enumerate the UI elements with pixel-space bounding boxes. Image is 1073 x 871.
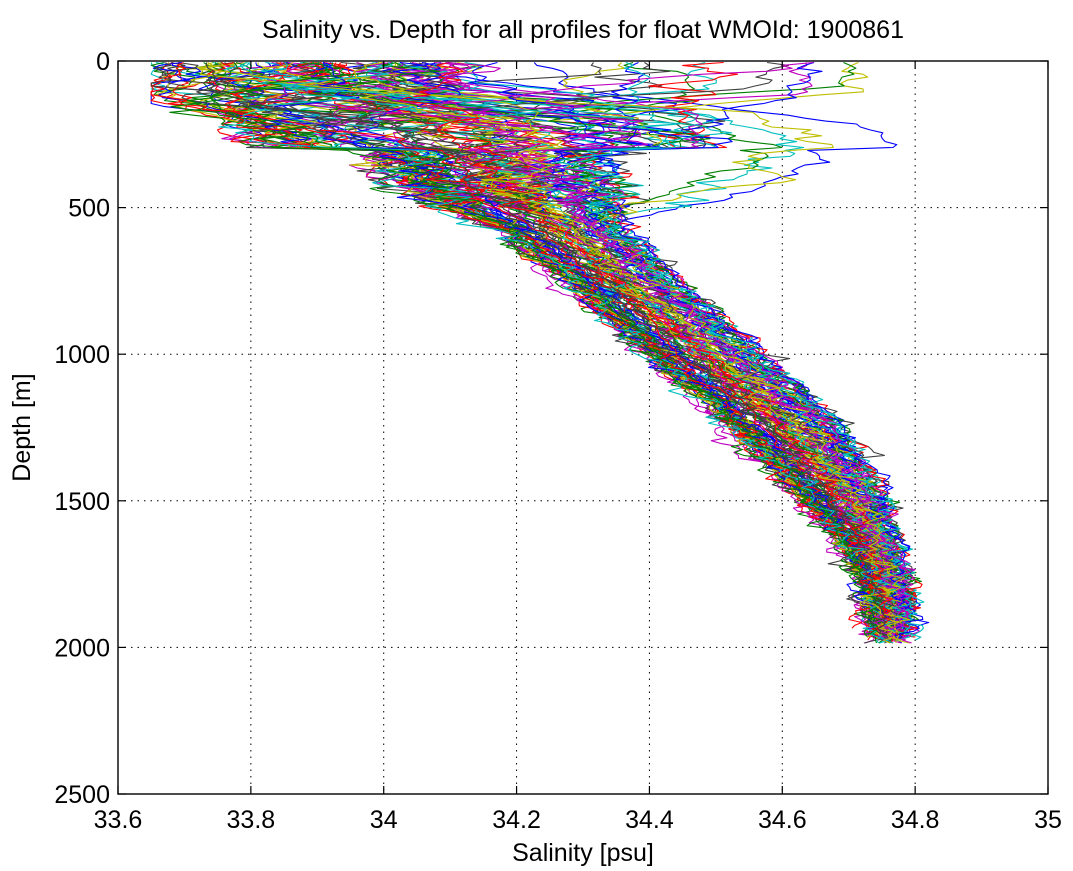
y-tick-label: 500: [68, 195, 110, 223]
profile-line: [205, 62, 887, 635]
x-tick-label: 33.8: [227, 806, 276, 834]
profile-lines: [150, 61, 930, 644]
x-tick-label: 33.6: [94, 806, 143, 834]
profile-line: [353, 61, 911, 641]
x-tick-label: 34.8: [891, 806, 940, 834]
y-axis-label: Depth [m]: [8, 373, 36, 481]
profile-line: [229, 62, 882, 644]
x-axis-label: Salinity [psu]: [512, 839, 654, 867]
profile-line: [246, 62, 902, 635]
x-tick-label: 35: [1034, 806, 1062, 834]
profile-line: [435, 61, 910, 635]
profile-line: [199, 61, 908, 644]
y-tick-label: 2000: [54, 634, 110, 662]
axis-ticks: 33.6 33.8 34 34.2 34.4 34.6 34.8 35 0 500 1000 1500…: [54, 48, 1062, 834]
chart-title: Salinity vs. Depth for all profiles for …: [262, 16, 904, 44]
profile-line: [170, 61, 882, 635]
profile-line: [206, 61, 894, 635]
y-tick-label: 2500: [54, 781, 110, 809]
x-tick-label: 34: [370, 806, 398, 834]
profile-line: [399, 61, 894, 635]
profile-line: [150, 62, 881, 629]
profile-line: [218, 62, 892, 644]
profile-line: [467, 61, 924, 638]
profile-line: [225, 62, 889, 638]
profile-line: [161, 61, 916, 632]
y-tick-label: 1500: [54, 488, 110, 516]
x-tick-label: 34.4: [625, 806, 674, 834]
profile-line: [392, 61, 910, 632]
profile-line: [281, 62, 924, 638]
x-tick-label: 34.2: [492, 806, 541, 834]
y-tick-label: 1000: [54, 341, 110, 369]
axes-frame: [117, 60, 1049, 795]
y-tick-label: 0: [96, 48, 110, 76]
x-tick-label: 34.6: [758, 806, 807, 834]
profile-line: [150, 62, 902, 632]
